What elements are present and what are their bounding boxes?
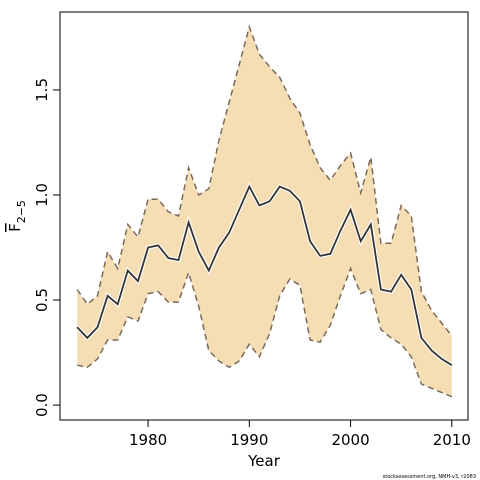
y-tick-label: 0.5 [33,288,51,312]
x-axis-label: Year [247,452,281,470]
band-upper [76,24,453,337]
x-tick-label: 2000 [331,431,369,449]
y-axis-label-sub: 2−5 [15,200,28,223]
confidence-band [77,26,452,397]
footnote: stockassessment.org, NMH-v3, r2083 [383,474,476,480]
y-tick-label: 1.5 [33,78,51,102]
band-lower [77,266,453,398]
y-axis-label-main: F [6,223,24,232]
x-tick-label: 1990 [230,431,268,449]
x-tick-label: 1980 [129,431,167,449]
y-tick-label: 1.0 [33,183,51,207]
plot-frame [59,11,469,421]
x-tick-label: 2010 [433,431,471,449]
y-axis-label: F2−5 [6,200,28,232]
line [76,184,453,366]
y-tick-label: 0.0 [33,393,51,417]
